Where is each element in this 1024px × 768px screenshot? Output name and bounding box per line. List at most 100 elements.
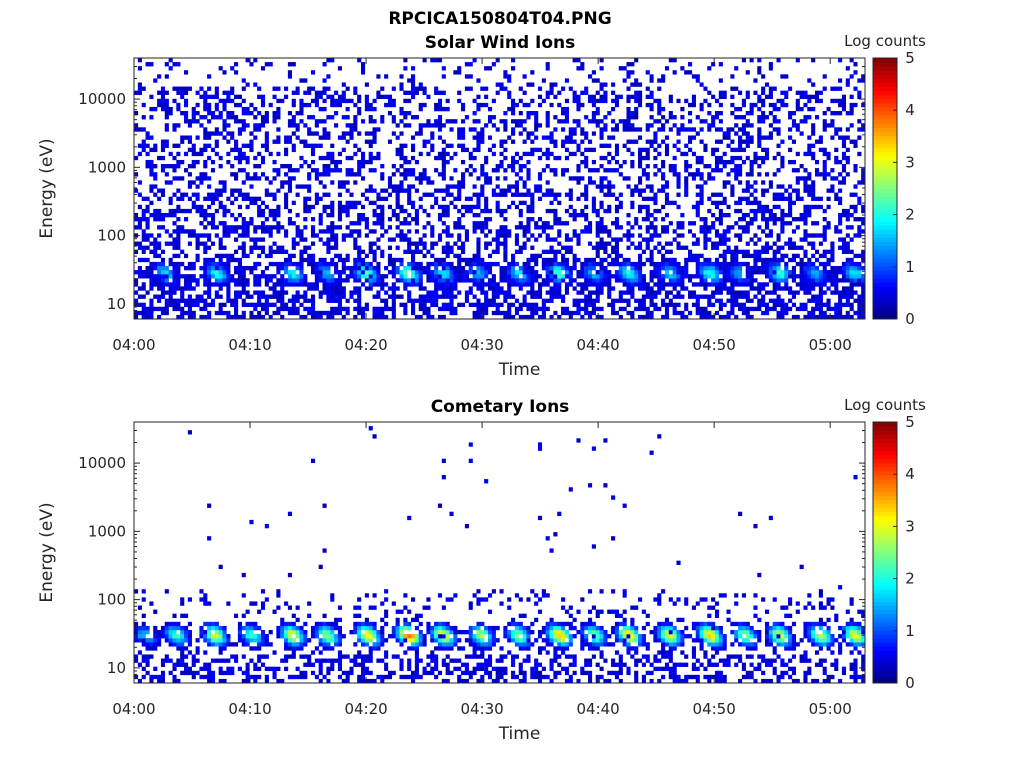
heatmap-cell [272, 261, 277, 267]
heatmap-cell [141, 314, 146, 320]
heatmap-cell [207, 282, 212, 287]
heatmap-cell [453, 310, 458, 316]
heatmap-cell [703, 86, 708, 91]
heatmap-cell [614, 237, 620, 242]
heatmap-cell [214, 139, 219, 144]
heatmap-cell [457, 217, 462, 222]
heatmap-cell [472, 212, 477, 218]
heatmap-cell [245, 111, 250, 116]
heatmap-cell [564, 306, 570, 312]
heatmap-cell [718, 192, 723, 197]
heatmap-cell [434, 155, 439, 161]
heatmap-cell [511, 111, 516, 116]
heatmap-cell [672, 143, 677, 148]
heatmap-cell [661, 115, 666, 120]
heatmap-cell [591, 306, 596, 312]
heatmap-cell [853, 270, 858, 275]
heatmap-cell [772, 192, 777, 197]
heatmap-cell [599, 274, 604, 279]
heatmap-cell [160, 143, 166, 148]
heatmap-cell [699, 253, 704, 259]
heatmap-cell [599, 245, 604, 250]
heatmap-cell [476, 176, 481, 181]
heatmap-cell [303, 237, 308, 242]
heatmap-cell [441, 123, 446, 128]
heatmap-cell [764, 204, 770, 210]
heatmap-cell [595, 233, 600, 238]
heatmap-cell [630, 225, 635, 230]
heatmap-cell [445, 143, 450, 148]
heatmap-cell [699, 274, 704, 279]
heatmap-cell [191, 143, 196, 148]
heatmap-cell [584, 135, 589, 140]
heatmap-cell [399, 111, 404, 116]
heatmap-cell [549, 200, 554, 206]
heatmap-cell [176, 261, 181, 267]
heatmap-cell [595, 241, 600, 246]
heatmap-cell [172, 237, 177, 242]
heatmap-cell [688, 290, 693, 295]
heatmap-cell [245, 204, 250, 210]
heatmap-cell [557, 90, 562, 95]
heatmap-cell [326, 74, 331, 79]
heatmap-cell [330, 233, 335, 238]
heatmap-cell [422, 310, 427, 316]
heatmap-cell [226, 196, 231, 201]
heatmap-cell [780, 278, 785, 283]
heatmap-cell [514, 184, 519, 189]
heatmap-cell [487, 66, 493, 71]
heatmap-cell [295, 306, 300, 312]
heatmap-cell [549, 82, 554, 87]
heatmap-cell [714, 164, 720, 169]
heatmap-cell [849, 237, 854, 242]
heatmap-cell [845, 314, 850, 320]
heatmap-cell [714, 192, 720, 197]
heatmap-cell [372, 274, 377, 279]
heatmap-cell [541, 282, 546, 287]
heatmap-cell [764, 257, 770, 263]
heatmap-cell [714, 245, 720, 250]
heatmap-cell [218, 204, 223, 210]
heatmap-cell [453, 204, 458, 210]
heatmap-cell [453, 221, 458, 226]
heatmap-cell [203, 127, 208, 132]
heatmap-cell [476, 265, 481, 271]
heatmap-cell [814, 306, 820, 312]
heatmap-cell [549, 225, 554, 230]
heatmap-cell [780, 217, 785, 222]
heatmap-cell [360, 62, 366, 67]
heatmap-cell [310, 314, 316, 320]
heatmap-cell [487, 270, 493, 275]
heatmap-cell [360, 176, 366, 181]
heatmap-cell [818, 302, 823, 308]
heatmap-cell [441, 257, 446, 263]
heatmap-cell [522, 200, 527, 206]
heatmap-cell [491, 237, 496, 242]
heatmap-cell [684, 314, 689, 320]
heatmap-cell [703, 270, 708, 275]
heatmap-cell [184, 192, 189, 197]
heatmap-cell [514, 192, 519, 197]
heatmap-cell [411, 86, 416, 91]
heatmap-cell [838, 306, 843, 312]
heatmap-cell [799, 302, 804, 308]
heatmap-cell [307, 306, 312, 312]
heatmap-cell [376, 306, 381, 312]
heatmap-cell [484, 306, 489, 312]
heatmap-cell [176, 306, 181, 312]
heatmap-cell [222, 229, 227, 234]
heatmap-cell [322, 282, 327, 287]
heatmap-cell [218, 200, 223, 206]
heatmap-cell [595, 294, 600, 299]
heatmap-cell [422, 225, 427, 230]
heatmap-cell [795, 151, 800, 157]
heatmap-cell [137, 217, 142, 222]
heatmap-cell [391, 86, 396, 91]
heatmap-cell [322, 168, 327, 173]
heatmap-cell [688, 229, 693, 234]
heatmap-cell [157, 233, 162, 238]
heatmap-cell [468, 261, 473, 267]
heatmap-cell [576, 233, 581, 238]
heatmap-cell [422, 123, 427, 128]
heatmap-cell [730, 188, 735, 193]
